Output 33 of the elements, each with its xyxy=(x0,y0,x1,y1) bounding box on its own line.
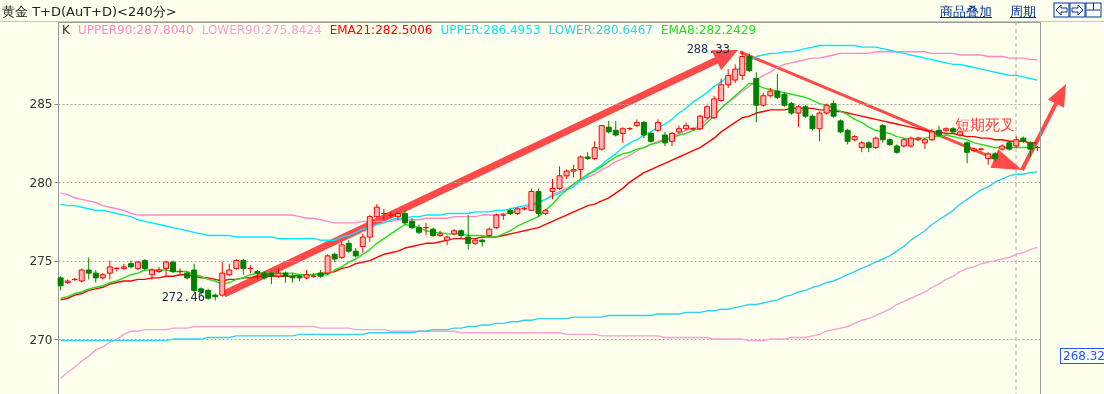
candlestick xyxy=(387,211,394,219)
text: UPPER90:287.8040 xyxy=(77,23,194,37)
line-series xyxy=(59,171,1039,342)
chart-title: 黄金 T+D(AuT+D)<240分> xyxy=(2,3,177,21)
annotation: 288.33 xyxy=(686,42,730,56)
candlestick xyxy=(437,230,444,238)
text: 商品叠加 xyxy=(940,3,992,21)
candlestick xyxy=(935,125,942,138)
y-tick-label: 280 xyxy=(29,175,53,190)
candlestick xyxy=(795,104,802,128)
candlestick xyxy=(465,214,472,251)
line-series xyxy=(59,246,1039,379)
candlestick xyxy=(163,260,170,277)
candlestick xyxy=(964,140,971,164)
y-tick-label: 275 xyxy=(29,254,53,269)
text: UPPER:286.4953 xyxy=(440,23,541,37)
text: LOWER90:275.8424 xyxy=(201,23,322,37)
y-tick-label: 270 xyxy=(29,332,53,347)
candlestick xyxy=(120,263,127,271)
annotation: 272.46 xyxy=(161,290,205,304)
candlestick xyxy=(444,234,451,246)
candlestick xyxy=(535,187,542,218)
text: EMA21:282.5006 xyxy=(329,23,433,37)
text: LOWER:280.6467 xyxy=(548,23,653,37)
text: 268.32 xyxy=(1060,348,1104,364)
legend-title: K xyxy=(62,23,70,37)
text: 周期 xyxy=(1010,3,1036,21)
candlestick xyxy=(324,253,331,276)
y-tick-label: 285 xyxy=(29,97,53,112)
candlestick xyxy=(394,211,401,221)
text: EMA8:282.2429 xyxy=(660,23,757,37)
candlestick xyxy=(746,52,753,73)
annotation: 短期死叉 xyxy=(955,116,1015,135)
